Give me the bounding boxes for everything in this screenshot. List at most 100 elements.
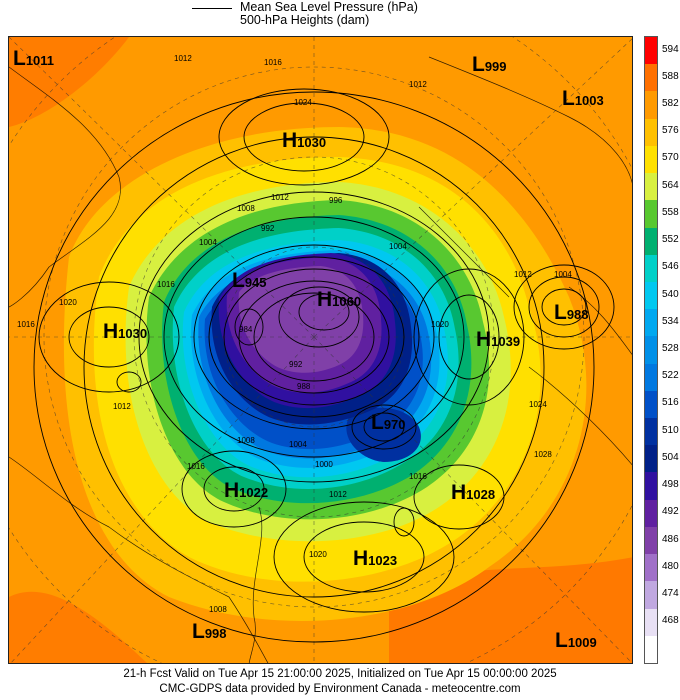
isobar-label: 1004 <box>289 440 307 449</box>
colorbar-cell <box>645 173 657 201</box>
pressure-system-low: L1011 <box>13 47 55 70</box>
colorbar-tick-label: 516 <box>662 397 679 409</box>
colorbar-cell <box>645 145 657 174</box>
map-canvas: 1012 1016 1024 1012 1008 1012 996 992 10… <box>9 37 632 663</box>
colorbar-cell <box>645 445 657 473</box>
isobar-legend-line <box>192 8 232 9</box>
data-credit-text: CMC-GDPS data provided by Environment Ca… <box>159 683 521 695</box>
isobar-label: 1012 <box>271 193 289 202</box>
colorbar-tick-label: 570 <box>662 152 679 164</box>
colorbar-tick-label: 498 <box>662 479 679 491</box>
isobar-label-group: 1012 1016 1024 1012 1008 1012 996 992 10… <box>17 54 572 614</box>
colorbar-cell <box>645 200 657 228</box>
isobar-label: 1016 <box>157 280 175 289</box>
colorbar-cell <box>645 418 657 446</box>
pressure-system-high: H1039 <box>476 328 521 351</box>
colorbar-cell <box>645 363 657 391</box>
legend-mslp-text: Mean Sea Level Pressure (hPa) <box>240 0 418 14</box>
isobar-label: 1004 <box>554 270 572 279</box>
isobar-label: 1012 <box>329 490 347 499</box>
isobar-label: 1012 <box>514 270 532 279</box>
colorbar-tick-label: 528 <box>662 343 679 354</box>
isobar-label: 1004 <box>199 238 217 247</box>
isobar-label: 992 <box>289 360 303 369</box>
pressure-system-low: L1003 <box>562 87 604 110</box>
colorbar-tick-label: 552 <box>662 234 679 246</box>
pressure-system-low: L945 <box>232 269 267 292</box>
colorbar-tick-label: 474 <box>662 587 679 599</box>
colorbar-tick-label: 588 <box>662 70 679 82</box>
colorbar-cell <box>645 254 657 282</box>
pressure-system-low: L1009 <box>555 629 597 652</box>
isobar-label: 1024 <box>294 98 312 107</box>
pressure-system-high: H1023 <box>353 547 398 570</box>
colorbar-cell <box>645 499 657 527</box>
isobar-label: 1008 <box>237 436 255 445</box>
isobar-label: 988 <box>297 382 311 391</box>
colorbar-tick-label: 564 <box>662 179 679 191</box>
colorbar-tick-label: 558 <box>662 206 679 218</box>
colorbar-tick-label: 510 <box>662 424 679 436</box>
colorbar-tick-label: 492 <box>662 506 679 518</box>
isobars <box>33 88 615 643</box>
colorbar-cell <box>645 91 657 119</box>
colorbar-cell <box>645 390 657 419</box>
forecast-valid-text: 21-h Fcst Valid on Tue Apr 15 21:00:00 2… <box>123 668 557 680</box>
colorbar-tick-label: 534 <box>662 315 679 327</box>
colorbar-tick-label: 546 <box>662 261 679 273</box>
isobar-label: 1016 <box>17 320 35 329</box>
colorbar-cell <box>645 309 657 337</box>
colorbar-cell <box>645 526 657 555</box>
colorbar-tick-label: 480 <box>662 560 679 572</box>
isobar-label: 996 <box>329 196 343 205</box>
band-588-sw <box>9 591 147 663</box>
colorbar-tick-label: 504 <box>662 451 679 463</box>
isobar-label: 1020 <box>59 298 77 307</box>
colorbar-cell <box>645 281 657 310</box>
pressure-system-low: L970 <box>371 411 406 434</box>
pressure-system-low: L999 <box>472 53 507 76</box>
isobar-label: 1000 <box>315 460 333 469</box>
colorbar-tick-label: 468 <box>662 615 679 627</box>
colorbar-cell <box>645 608 657 636</box>
isobar-label: 1004 <box>389 242 407 251</box>
pressure-system-high: H1030 <box>103 320 148 343</box>
pressure-system-high: H1028 <box>451 481 496 504</box>
colorbar-tick-label: 594 <box>662 43 679 55</box>
colorbar-tick-label: 576 <box>662 125 679 137</box>
isobar-label: 992 <box>261 224 275 233</box>
pressure-system-high: H1030 <box>282 129 327 152</box>
isobar-label: 1020 <box>431 320 449 329</box>
isobar-label: 1008 <box>209 605 227 614</box>
isobar-label: 1020 <box>309 550 327 559</box>
colorbar-tick-label: 486 <box>662 533 679 545</box>
chart-header: Mean Sea Level Pressure (hPa) 500-hPa He… <box>0 0 680 36</box>
isobar-label: 1024 <box>529 400 547 409</box>
forecast-map: 1012 1016 1024 1012 1008 1012 996 992 10… <box>8 36 633 664</box>
pressure-system-high: H1060 <box>317 288 362 311</box>
colorbar-cell <box>645 336 657 364</box>
colorbar-cell <box>645 581 657 609</box>
colorbar-tick-label: 582 <box>662 98 679 110</box>
isobar-label: 1012 <box>113 402 131 411</box>
colorbar-cell <box>645 472 657 500</box>
legend-heights-text: 500-hPa Heights (dam) <box>240 13 370 27</box>
colorbar-tick-label: 540 <box>662 288 679 300</box>
colorbar-cell <box>645 37 657 65</box>
chart-footer: 21-h Fcst Valid on Tue Apr 15 21:00:00 2… <box>0 667 680 697</box>
colorbar-cell <box>645 635 657 663</box>
isobar-label: 1012 <box>409 80 427 89</box>
isobar-label: 984 <box>239 325 253 334</box>
coastlines <box>9 56 632 663</box>
isobar-label: 1016 <box>409 472 427 481</box>
isobar-label: 1012 <box>174 54 192 63</box>
colorbar <box>644 36 658 664</box>
pressure-system-high: H1022 <box>224 479 269 502</box>
isobar-label: 1028 <box>534 450 552 459</box>
isobar-label: 1016 <box>187 462 205 471</box>
isobar-label: 1016 <box>264 58 282 67</box>
colorbar-cell <box>645 227 657 255</box>
colorbar-cell <box>645 64 657 92</box>
colorbar-cell <box>645 554 657 582</box>
band-588-nw <box>9 37 129 127</box>
